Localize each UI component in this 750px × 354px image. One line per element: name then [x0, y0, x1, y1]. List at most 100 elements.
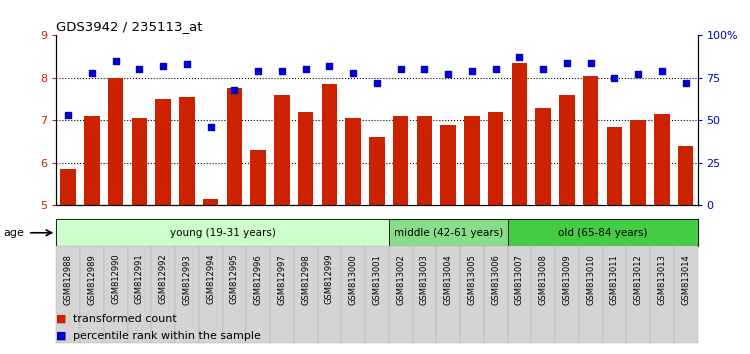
- Bar: [654, 114, 670, 205]
- Bar: [346, 118, 361, 205]
- Bar: [341, 246, 365, 343]
- Bar: [322, 84, 337, 205]
- Bar: [583, 76, 598, 205]
- Text: percentile rank within the sample: percentile rank within the sample: [73, 331, 261, 341]
- Point: [252, 68, 264, 74]
- Bar: [436, 246, 460, 343]
- Point: [276, 68, 288, 74]
- Text: GSM813008: GSM813008: [538, 254, 548, 305]
- Point: [419, 67, 430, 72]
- Point: [490, 67, 502, 72]
- Bar: [365, 246, 388, 343]
- Bar: [132, 118, 147, 205]
- Text: young (19-31 years): young (19-31 years): [170, 228, 275, 238]
- Bar: [294, 246, 317, 343]
- Bar: [417, 116, 432, 205]
- Bar: [555, 246, 579, 343]
- Bar: [626, 246, 650, 343]
- Text: ■: ■: [56, 314, 67, 324]
- Bar: [674, 246, 698, 343]
- Text: GSM813001: GSM813001: [372, 254, 381, 304]
- Bar: [531, 246, 555, 343]
- Bar: [155, 99, 171, 205]
- Point: [608, 75, 620, 81]
- Text: GSM813004: GSM813004: [444, 254, 452, 304]
- Text: GSM813012: GSM813012: [634, 254, 643, 304]
- Point: [466, 68, 478, 74]
- Bar: [226, 88, 242, 205]
- Point: [680, 80, 692, 86]
- Bar: [464, 116, 479, 205]
- Bar: [560, 95, 574, 205]
- Bar: [512, 63, 527, 205]
- Bar: [440, 125, 456, 205]
- Text: GSM812993: GSM812993: [182, 254, 191, 304]
- Text: GSM813014: GSM813014: [681, 254, 690, 304]
- Point: [442, 72, 454, 77]
- Point: [86, 70, 98, 76]
- Text: GSM812995: GSM812995: [230, 254, 238, 304]
- Point: [537, 67, 549, 72]
- Bar: [508, 219, 698, 246]
- Bar: [80, 246, 104, 343]
- Point: [62, 113, 74, 118]
- Point: [299, 67, 312, 72]
- Bar: [317, 246, 341, 343]
- Point: [110, 58, 122, 64]
- Bar: [108, 78, 123, 205]
- Bar: [602, 246, 626, 343]
- Bar: [678, 146, 693, 205]
- Text: GSM812999: GSM812999: [325, 254, 334, 304]
- Point: [656, 68, 668, 74]
- Text: GSM813005: GSM813005: [467, 254, 476, 304]
- Bar: [460, 246, 484, 343]
- Text: ■: ■: [56, 331, 67, 341]
- Bar: [369, 137, 385, 205]
- Bar: [56, 219, 388, 246]
- Text: GDS3942 / 235113_at: GDS3942 / 235113_at: [56, 20, 202, 33]
- Text: transformed count: transformed count: [73, 314, 176, 324]
- Point: [205, 124, 217, 130]
- Bar: [104, 246, 128, 343]
- Point: [561, 60, 573, 65]
- Text: GSM813006: GSM813006: [491, 254, 500, 305]
- Bar: [508, 246, 531, 343]
- Bar: [484, 246, 508, 343]
- Point: [323, 63, 335, 69]
- Bar: [175, 246, 199, 343]
- Bar: [179, 97, 194, 205]
- Bar: [56, 246, 80, 343]
- Point: [585, 60, 597, 65]
- Text: GSM813009: GSM813009: [562, 254, 572, 304]
- Text: GSM812991: GSM812991: [135, 254, 144, 304]
- Bar: [223, 246, 246, 343]
- Point: [394, 67, 406, 72]
- Bar: [203, 199, 218, 205]
- Point: [158, 63, 170, 69]
- Point: [513, 55, 525, 60]
- Point: [181, 62, 193, 67]
- Bar: [84, 116, 100, 205]
- Bar: [413, 246, 436, 343]
- Text: GSM812996: GSM812996: [254, 254, 262, 304]
- Bar: [631, 120, 646, 205]
- Text: GSM812988: GSM812988: [64, 254, 73, 305]
- Point: [228, 87, 240, 93]
- Bar: [152, 246, 175, 343]
- Text: middle (42-61 years): middle (42-61 years): [394, 228, 502, 238]
- Text: GSM812989: GSM812989: [87, 254, 96, 304]
- Text: GSM812992: GSM812992: [159, 254, 168, 304]
- Bar: [270, 246, 294, 343]
- Text: GSM813013: GSM813013: [657, 254, 666, 305]
- Bar: [246, 246, 270, 343]
- Bar: [488, 112, 503, 205]
- Text: GSM812994: GSM812994: [206, 254, 215, 304]
- Text: GSM813002: GSM813002: [396, 254, 405, 304]
- Bar: [579, 246, 602, 343]
- Bar: [388, 246, 412, 343]
- Text: GSM812998: GSM812998: [301, 254, 310, 304]
- Bar: [61, 169, 76, 205]
- Bar: [199, 246, 223, 343]
- Bar: [393, 116, 408, 205]
- Text: GSM812997: GSM812997: [278, 254, 286, 304]
